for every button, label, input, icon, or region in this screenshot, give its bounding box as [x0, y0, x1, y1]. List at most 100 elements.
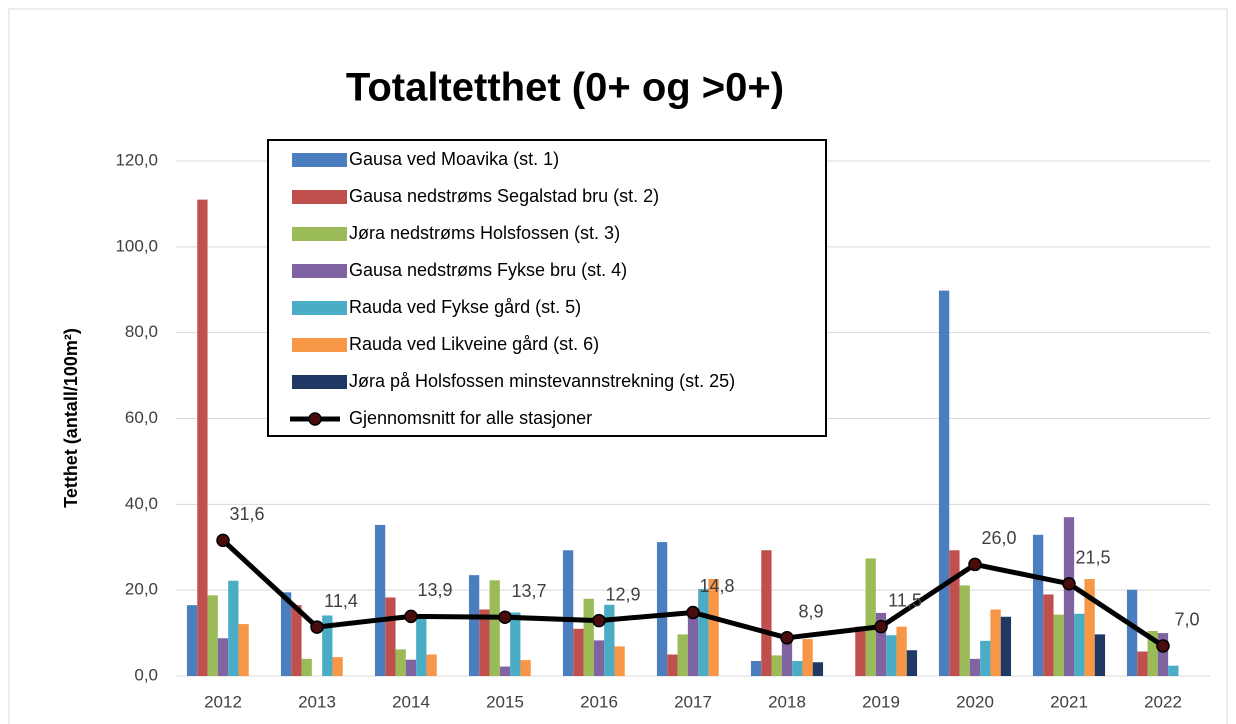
data-label: 31,6	[229, 504, 264, 524]
bar	[217, 638, 229, 676]
bar	[405, 659, 417, 676]
legend-swatch	[292, 153, 347, 167]
bar	[1094, 634, 1106, 676]
bar	[520, 660, 531, 676]
y-tick-label: 100,0	[115, 236, 158, 255]
bar	[761, 550, 772, 676]
data-label: 11,4	[324, 591, 358, 611]
legend-swatch	[292, 338, 347, 352]
bar	[1043, 594, 1054, 676]
x-tick-label: 2015	[486, 692, 524, 711]
average-marker	[968, 557, 982, 572]
bar	[1053, 614, 1064, 676]
bar	[1168, 665, 1179, 676]
legend-label: Jøra nedstrøms Holsfossen (st. 3)	[349, 223, 620, 243]
x-tick-label: 2016	[580, 692, 618, 711]
bar	[771, 655, 782, 676]
y-tick-label: 20,0	[125, 580, 158, 599]
bar	[812, 662, 824, 676]
legend-label: Gausa nedstrøms Segalstad bru (st. 2)	[349, 186, 659, 206]
bar	[656, 542, 668, 676]
bar	[980, 640, 991, 676]
bar	[949, 550, 960, 676]
bar	[385, 597, 396, 676]
bar	[238, 624, 249, 676]
average-marker	[592, 613, 606, 628]
bar	[1084, 579, 1095, 676]
bar	[1074, 613, 1085, 676]
legend-label: Gausa ved Moavika (st. 1)	[349, 149, 559, 169]
bar	[1032, 534, 1044, 676]
bar	[906, 650, 918, 676]
bar	[792, 660, 803, 676]
bar	[186, 605, 198, 676]
average-marker	[498, 610, 512, 624]
x-tick-label: 2017	[674, 692, 712, 711]
bar	[593, 640, 605, 676]
bar	[583, 598, 594, 676]
bar	[479, 609, 490, 676]
x-tick-label: 2020	[956, 692, 994, 711]
bar	[802, 639, 813, 676]
legend-label: Rauda ved Likveine gård (st. 6)	[349, 334, 599, 354]
bar	[374, 524, 386, 676]
bar	[698, 588, 709, 676]
bar	[781, 637, 793, 676]
bar	[489, 580, 500, 676]
chart-border	[8, 8, 1228, 724]
bar	[959, 585, 970, 676]
x-tick-label: 2018	[768, 692, 806, 711]
bar	[938, 290, 950, 676]
x-tick-label: 2019	[862, 692, 900, 711]
data-label: 13,7	[511, 581, 546, 601]
legend-label: Rauda ved Fykse gård (st. 5)	[349, 297, 581, 317]
bar	[332, 657, 343, 676]
bar	[969, 658, 981, 676]
bar	[416, 615, 427, 676]
x-tick-label: 2014	[392, 692, 430, 711]
bar	[750, 660, 762, 676]
bar	[1157, 633, 1169, 676]
data-label: 13,9	[417, 580, 452, 600]
bar	[197, 199, 208, 676]
bar	[990, 609, 1001, 676]
bar	[573, 628, 584, 676]
bar	[207, 595, 218, 676]
y-tick-label: 40,0	[125, 494, 158, 513]
bar	[875, 612, 887, 676]
average-marker	[874, 619, 888, 634]
legend-swatch	[292, 301, 347, 315]
legend-swatch	[292, 227, 347, 241]
bar	[426, 654, 437, 676]
average-marker	[404, 609, 418, 624]
bar	[468, 575, 480, 676]
average-marker	[686, 605, 700, 620]
bar	[291, 605, 302, 676]
bar	[604, 604, 615, 676]
bar	[1000, 616, 1012, 676]
average-marker	[310, 620, 324, 634]
data-label: 7,0	[1174, 610, 1199, 630]
y-tick-label: 80,0	[125, 322, 158, 341]
bar	[562, 550, 574, 676]
bar	[687, 612, 699, 676]
x-tick-label: 2012	[204, 692, 242, 711]
average-marker	[780, 631, 794, 645]
y-tick-label: 60,0	[125, 408, 158, 427]
legend-label: Gjennomsnitt for alle stasjoner	[349, 408, 592, 428]
data-label: 21,5	[1075, 547, 1110, 567]
y-tick-label: 0,0	[134, 665, 158, 684]
bar	[855, 626, 866, 676]
y-tick-label: 120,0	[115, 150, 158, 169]
bar	[322, 615, 333, 676]
chart-title: Totaltetthet (0+ og >0+)	[346, 66, 784, 110]
bar	[708, 579, 719, 676]
bar	[677, 634, 688, 676]
bar	[865, 558, 876, 676]
data-label: 8,9	[798, 602, 823, 622]
bar	[1147, 630, 1158, 676]
legend-box	[267, 139, 827, 437]
bar	[280, 592, 292, 676]
bar	[614, 646, 625, 676]
y-axis-title: Tetthet (antall/100m²)	[61, 328, 81, 508]
